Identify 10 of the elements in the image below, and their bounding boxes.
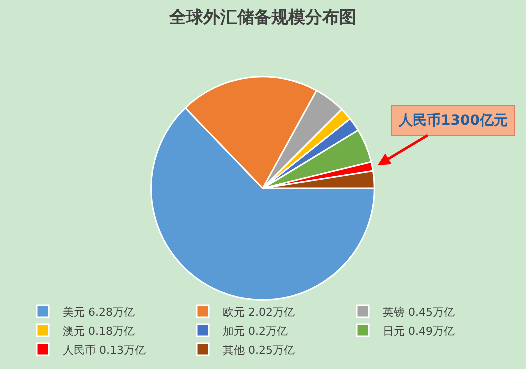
legend-label: 澳元 0.18万亿 bbox=[63, 324, 135, 338]
text: 人民币1300亿元 bbox=[399, 113, 508, 129]
legend-label: 英镑 0.45万亿 bbox=[383, 306, 455, 319]
legend-label: 日元 0.49万亿 bbox=[383, 324, 455, 338]
chart-title: 全球外汇储备规模分布图 bbox=[168, 8, 356, 28]
legend-label: 其他 0.25万亿 bbox=[223, 344, 295, 357]
legend-label: 美元 6.28万亿 bbox=[63, 306, 135, 319]
legend-label: 加元 0.2万亿 bbox=[223, 324, 288, 338]
legend-label: 欧元 2.02万亿 bbox=[223, 306, 295, 319]
legend-label: 人民币 0.13万亿 bbox=[63, 344, 146, 357]
